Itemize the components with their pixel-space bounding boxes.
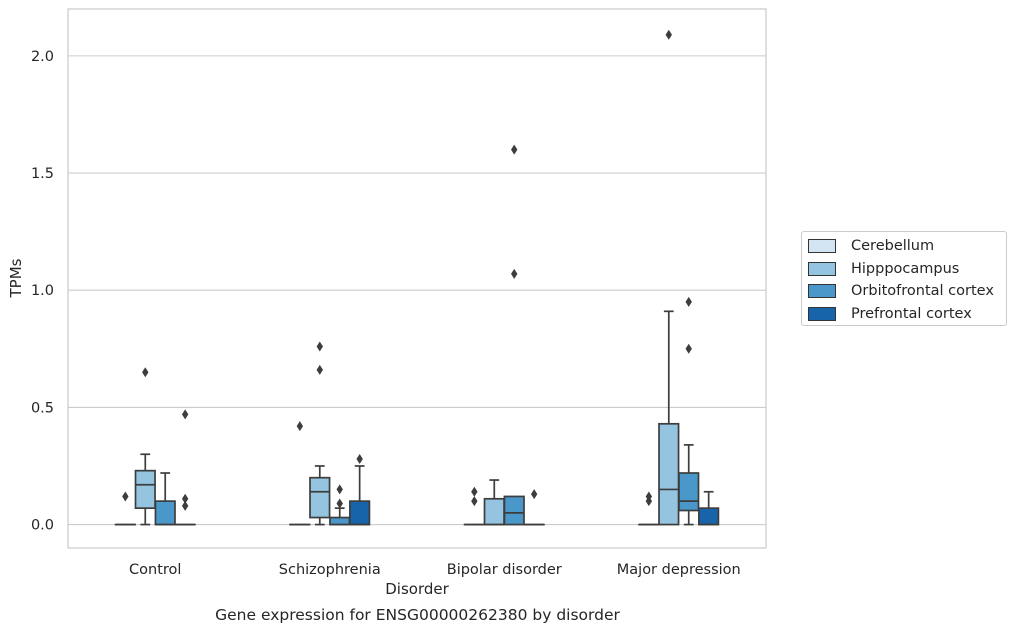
legend-item-hippocampus: Hipppocampus — [808, 258, 1006, 281]
box-body — [154, 500, 176, 526]
legend-label: Prefrontal cortex — [851, 305, 972, 322]
x-tick-label: Control — [129, 562, 181, 578]
x-tick-label: Major depression — [617, 562, 741, 578]
outlier-point — [316, 341, 323, 352]
legend-item-cerebellum: Cerebellum — [808, 235, 1006, 258]
box-prefrontal-cortex — [349, 453, 371, 526]
box-cerebellum — [463, 486, 485, 526]
y-tick-labels: 0.0 0.5 1.0 1.5 2.0 — [31, 49, 54, 534]
outlier-point — [511, 268, 518, 279]
box-body — [309, 476, 331, 519]
box-body — [503, 495, 525, 526]
y-tick-label: 2.0 — [31, 49, 54, 65]
outlier-point — [336, 498, 343, 509]
outlier-point — [511, 144, 518, 155]
outlier-point — [665, 29, 672, 40]
box-hipppocampus — [658, 29, 680, 526]
outlier-point — [356, 453, 363, 464]
box-groups — [114, 29, 720, 526]
plot-frame — [67, 8, 767, 549]
x-tick-label: Schizophrenia — [279, 562, 381, 578]
y-tick-label: 1.5 — [31, 166, 54, 182]
outlier-point — [471, 486, 478, 497]
box-body — [658, 422, 680, 526]
outlier-point — [645, 491, 653, 502]
outlier-point — [296, 421, 304, 432]
box-cerebellum — [289, 421, 311, 526]
box-orbitofrontal-cortex — [154, 472, 176, 526]
legend-label: Hipppocampus — [851, 260, 960, 277]
legend-label: Orbitofrontal cortex — [851, 283, 994, 300]
box-orbitofrontal-cortex — [503, 144, 525, 526]
outlier-point — [181, 500, 189, 511]
y-axis-label: TPMs — [7, 258, 25, 298]
box-body — [134, 469, 156, 510]
box-orbitofrontal-cortex — [678, 296, 700, 526]
box-hipppocampus — [309, 341, 331, 526]
x-axis-label: Disorder — [385, 580, 449, 598]
legend-swatch — [808, 239, 836, 254]
outlier-point — [181, 409, 189, 420]
box-cerebellum — [114, 491, 136, 526]
legend-item-prefrontal-cortex: Prefrontal cortex — [808, 303, 1006, 326]
box-prefrontal-cortex — [698, 490, 720, 526]
legend-label: Cerebellum — [851, 238, 935, 255]
outlier-point — [685, 296, 692, 307]
chart-caption: Gene expression for ENSG00000262380 by d… — [215, 606, 620, 624]
box-orbitofrontal-cortex — [329, 484, 351, 526]
box-hipppocampus — [483, 479, 505, 526]
box-cerebellum — [638, 491, 660, 526]
outlier-point — [336, 484, 343, 495]
outlier-point — [142, 367, 149, 378]
outlier-point — [181, 493, 189, 504]
outlier-point — [122, 491, 129, 502]
legend-swatch — [808, 261, 836, 276]
box-prefrontal-cortex — [174, 409, 196, 526]
box-body — [678, 472, 700, 512]
x-tick-label: Bipolar disorder — [447, 562, 562, 578]
y-tick-label: 1.0 — [31, 283, 54, 299]
legend-item-orbitofrontal-cortex: Orbitofrontal cortex — [808, 280, 1006, 303]
legend-swatch — [808, 306, 836, 321]
box-hipppocampus — [134, 367, 156, 526]
x-tick-labels: Control Schizophrenia Bipolar disorder Majo… — [129, 562, 741, 578]
outlier-point — [316, 364, 323, 375]
box-body — [329, 516, 351, 526]
box-body — [349, 500, 371, 526]
box-body — [698, 507, 720, 526]
box-body — [483, 497, 505, 526]
legend-swatch — [808, 284, 836, 299]
outlier-point — [471, 496, 478, 507]
box-prefrontal-cortex — [523, 489, 545, 526]
y-tick-label: 0.5 — [31, 400, 54, 416]
y-tick-label: 0.0 — [31, 518, 54, 534]
outlier-point — [685, 343, 692, 354]
outlier-point — [530, 489, 538, 500]
legend: Cerebellum Hipppocampus Orbitofrontal co… — [801, 231, 1007, 326]
